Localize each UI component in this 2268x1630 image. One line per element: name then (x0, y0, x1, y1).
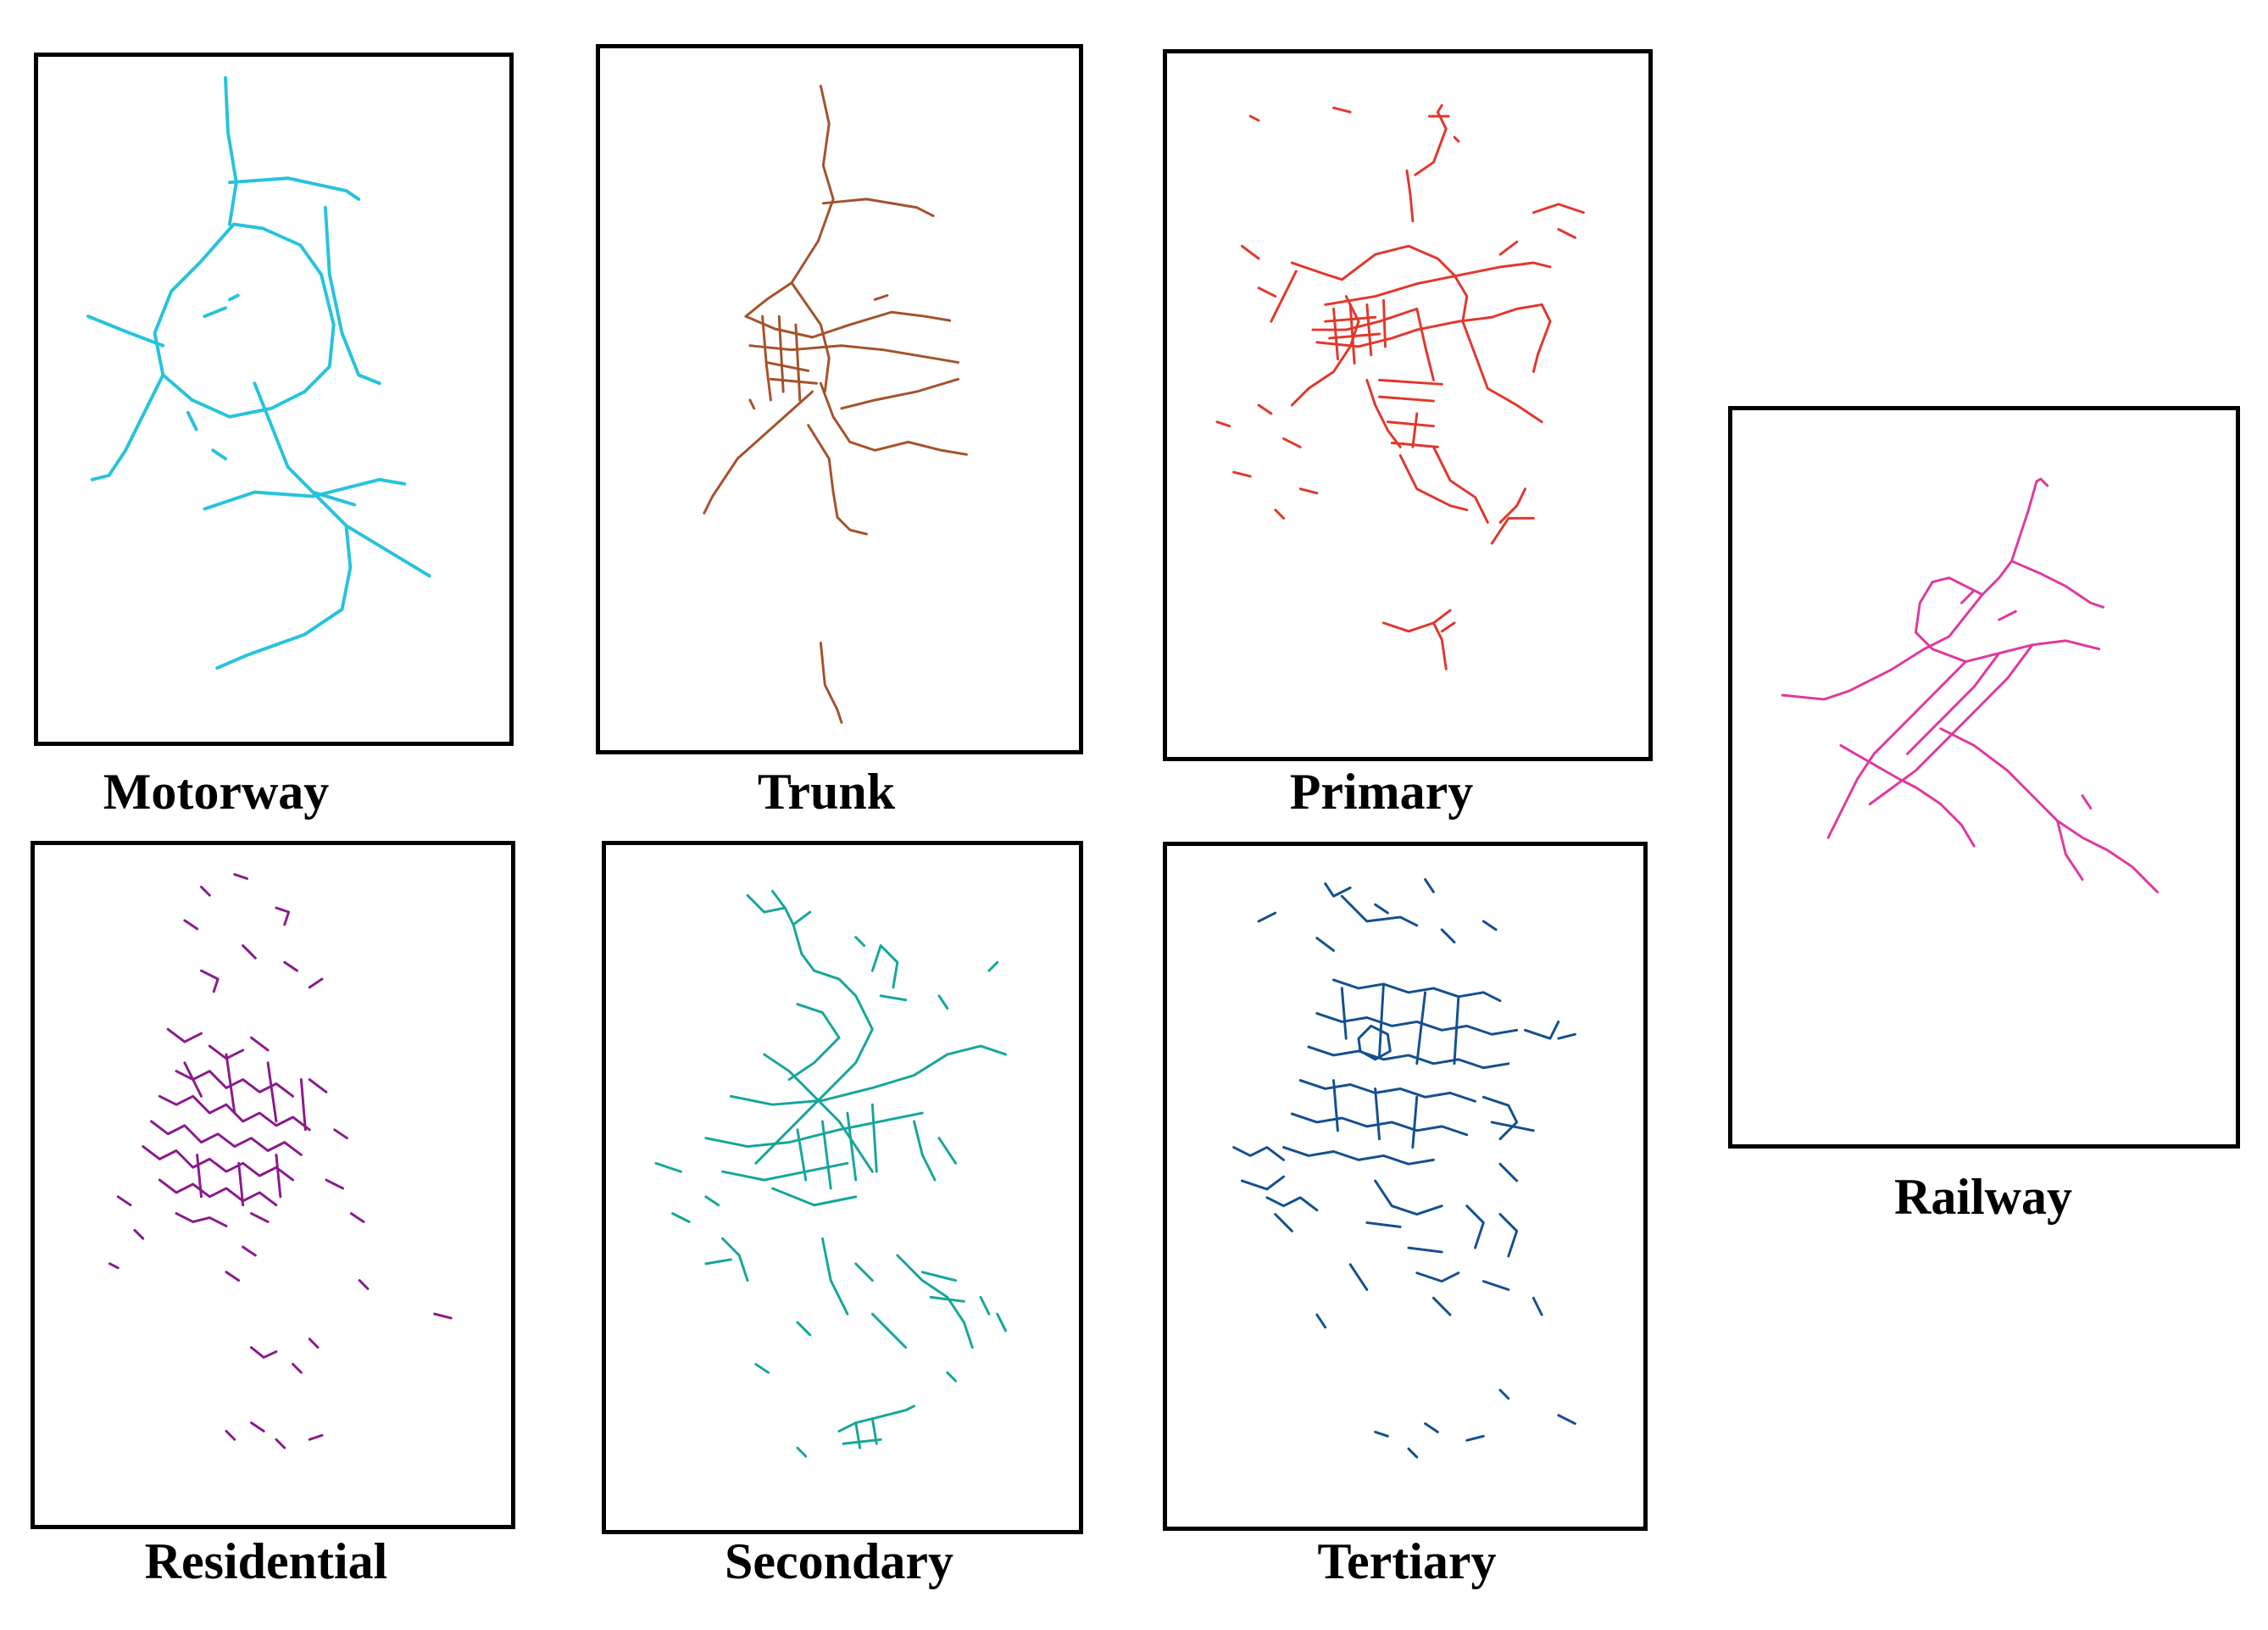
caption-primary: Primary (1289, 764, 1474, 820)
road-network-trunk (703, 84, 968, 724)
map-panel-tertiary (1163, 842, 1648, 1531)
caption-trunk: Trunk (757, 764, 896, 820)
map-panel-secondary (602, 841, 1083, 1534)
map-panel-trunk (596, 44, 1083, 754)
caption-motorway: Motorway (103, 764, 330, 820)
caption-residential: Residential (144, 1533, 388, 1589)
road-network-residential (108, 873, 453, 1449)
road-network-primary (1215, 103, 1585, 670)
map-panel-residential (31, 841, 515, 1529)
caption-railway: Railway (1894, 1169, 2072, 1225)
map-panel-primary (1163, 49, 1653, 761)
road-network-motorway (86, 75, 431, 670)
map-panel-motorway (34, 53, 514, 746)
map-panel-railway (1728, 406, 2240, 1149)
caption-secondary: Secondary (725, 1533, 953, 1589)
caption-tertiary: Tertiary (1317, 1533, 1497, 1589)
road-network-tertiary (1232, 878, 1576, 1459)
road-network-secondary (654, 889, 1008, 1458)
road-network-railway (1781, 477, 2160, 893)
